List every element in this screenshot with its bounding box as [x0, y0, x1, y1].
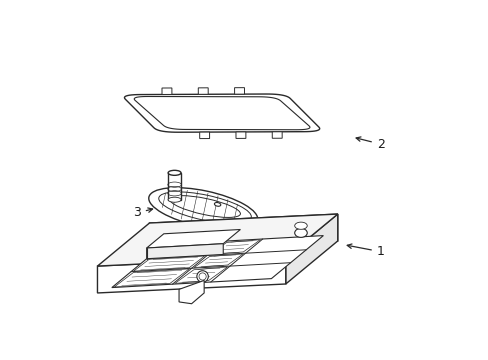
Ellipse shape — [214, 203, 220, 206]
Polygon shape — [194, 254, 243, 267]
Polygon shape — [134, 96, 309, 130]
Polygon shape — [146, 244, 223, 259]
Polygon shape — [168, 173, 181, 200]
Polygon shape — [162, 88, 172, 94]
Text: 1: 1 — [346, 244, 384, 258]
Ellipse shape — [168, 170, 181, 175]
Polygon shape — [97, 257, 285, 293]
Polygon shape — [198, 88, 208, 94]
Polygon shape — [146, 229, 240, 248]
Polygon shape — [209, 240, 260, 255]
Polygon shape — [175, 267, 227, 283]
Ellipse shape — [148, 188, 257, 230]
Ellipse shape — [169, 195, 240, 217]
Polygon shape — [114, 269, 189, 287]
Polygon shape — [149, 214, 337, 250]
Polygon shape — [272, 132, 282, 138]
Polygon shape — [199, 132, 209, 139]
Ellipse shape — [159, 192, 251, 223]
Polygon shape — [234, 87, 244, 94]
Polygon shape — [236, 132, 245, 139]
Ellipse shape — [168, 197, 181, 202]
Ellipse shape — [294, 222, 306, 229]
Polygon shape — [133, 256, 204, 271]
Polygon shape — [179, 280, 203, 304]
Polygon shape — [149, 242, 222, 258]
Circle shape — [197, 271, 208, 282]
Ellipse shape — [294, 228, 306, 237]
Circle shape — [199, 273, 206, 280]
Text: 3: 3 — [133, 207, 152, 220]
Text: 2: 2 — [355, 137, 384, 150]
Polygon shape — [285, 214, 337, 284]
Polygon shape — [97, 214, 337, 266]
Polygon shape — [112, 235, 323, 288]
Polygon shape — [124, 94, 319, 132]
